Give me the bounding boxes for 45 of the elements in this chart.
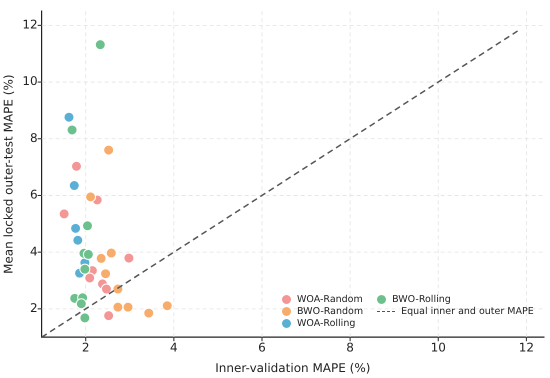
y-axis-title: Mean locked outer-test MAPE (%): [1, 74, 16, 274]
x-tick-label: 10: [430, 340, 446, 355]
x-tick-label: 8: [346, 340, 354, 355]
y-tick-label: 12: [22, 18, 38, 32]
point: [72, 234, 84, 246]
point: [103, 144, 114, 156]
point: [100, 284, 112, 295]
x-axis-title: Inner-validation MAPE (%): [215, 360, 370, 375]
point: [82, 220, 93, 232]
point: [85, 191, 96, 202]
point: [94, 39, 106, 50]
point: [66, 124, 78, 136]
x-tick-label: 2: [82, 340, 90, 355]
y-tick-label: 8: [30, 130, 38, 145]
point: [63, 112, 74, 123]
point: [82, 248, 94, 260]
point: [123, 252, 134, 264]
y-tick-label: 10: [22, 74, 38, 88]
legend-label: Equal inner and outer MAPE: [401, 306, 534, 318]
point: [76, 298, 87, 310]
legend-label: WOA-Rolling: [297, 318, 356, 330]
point: [68, 180, 80, 192]
point: [112, 302, 124, 313]
point: [70, 160, 82, 172]
point: [103, 310, 114, 322]
point: [143, 308, 154, 319]
point: [70, 222, 82, 234]
legend-label: WOA-Random: [297, 294, 363, 306]
point: [96, 252, 107, 264]
legend-label: BWO-Random: [297, 306, 364, 318]
legend-label: BWO-Rolling: [392, 294, 451, 306]
point: [122, 302, 134, 313]
point: [79, 264, 90, 275]
point: [100, 268, 112, 280]
point: [106, 248, 117, 259]
point: [58, 208, 70, 220]
y-tick-label: 2: [30, 300, 38, 315]
x-tick-label: 6: [258, 340, 266, 355]
y-tick-label: 6: [30, 188, 38, 202]
y-tick-label: 4: [30, 244, 38, 258]
x-tick-label: 4: [170, 340, 178, 355]
point: [162, 300, 173, 312]
point: [84, 272, 96, 284]
x-tick-label: 12: [518, 340, 534, 355]
point: [79, 312, 90, 324]
